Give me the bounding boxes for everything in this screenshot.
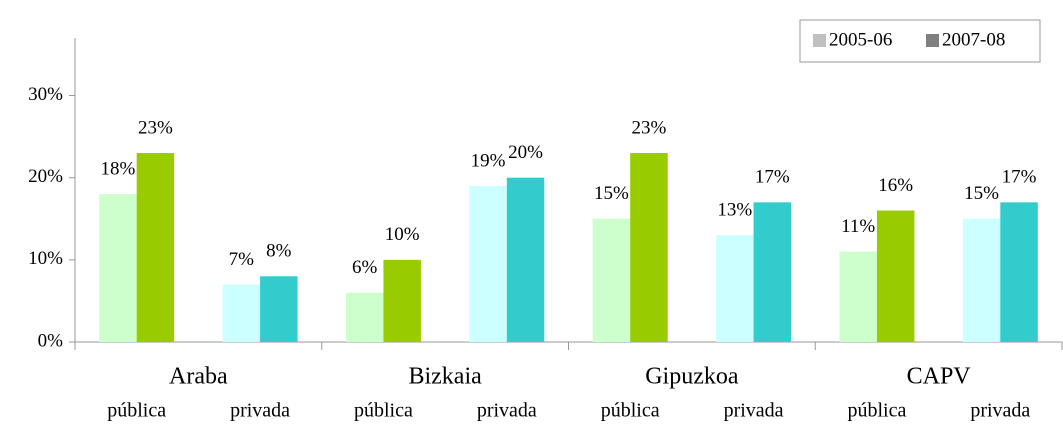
value-label: 16% bbox=[878, 175, 913, 196]
group-label: CAPV bbox=[907, 364, 972, 390]
bar bbox=[716, 235, 754, 342]
x-tick-label: pública bbox=[601, 400, 660, 422]
y-tick-label: 30% bbox=[28, 84, 63, 105]
bar bbox=[506, 177, 545, 342]
x-tick-label: pública bbox=[848, 400, 907, 422]
value-label: 18% bbox=[101, 158, 136, 179]
group-label: Araba bbox=[169, 364, 228, 390]
legend bbox=[799, 19, 1041, 63]
bar bbox=[260, 276, 298, 342]
value-label: 15% bbox=[594, 183, 629, 204]
value-label: 20% bbox=[508, 142, 543, 163]
x-tick-label: privada bbox=[230, 400, 290, 422]
bar bbox=[592, 218, 631, 342]
x-tick-label: pública bbox=[107, 400, 166, 422]
value-label: 17% bbox=[1002, 167, 1037, 188]
value-label: 17% bbox=[755, 167, 790, 188]
legend-box bbox=[799, 19, 1041, 63]
value-label: 23% bbox=[632, 117, 667, 138]
bar bbox=[469, 185, 507, 342]
bar bbox=[630, 153, 668, 342]
bar bbox=[136, 153, 175, 342]
bar bbox=[876, 210, 915, 342]
bar bbox=[383, 259, 421, 342]
bar bbox=[962, 218, 1001, 342]
value-label: 7% bbox=[229, 249, 255, 270]
legend-swatch bbox=[926, 34, 939, 47]
bar bbox=[839, 251, 877, 342]
bar bbox=[99, 194, 137, 342]
value-label: 23% bbox=[138, 117, 173, 138]
x-tick-label: privada bbox=[477, 400, 537, 422]
bar bbox=[222, 284, 261, 342]
value-label: 8% bbox=[266, 241, 292, 262]
bar bbox=[753, 202, 792, 342]
value-label: 10% bbox=[385, 224, 420, 245]
y-tick-label: 20% bbox=[28, 166, 63, 187]
bar bbox=[1000, 202, 1038, 342]
value-label: 15% bbox=[964, 183, 999, 204]
value-label: 13% bbox=[717, 200, 752, 221]
value-label: 19% bbox=[471, 150, 506, 171]
legend-swatch bbox=[813, 34, 826, 47]
group-label: Bizkaia bbox=[408, 364, 482, 390]
legend-label: 2005-06 bbox=[829, 29, 892, 50]
y-tick-label: 0% bbox=[38, 330, 64, 351]
y-tick-label: 10% bbox=[28, 248, 63, 269]
x-tick-label: privada bbox=[724, 400, 784, 422]
group-label: Gipuzkoa bbox=[645, 364, 739, 390]
legend-label: 2007-08 bbox=[942, 29, 1005, 50]
value-label: 6% bbox=[352, 257, 378, 278]
bar bbox=[345, 292, 384, 342]
x-tick-label: privada bbox=[970, 400, 1030, 422]
value-label: 11% bbox=[841, 216, 875, 237]
x-tick-label: pública bbox=[354, 400, 413, 422]
